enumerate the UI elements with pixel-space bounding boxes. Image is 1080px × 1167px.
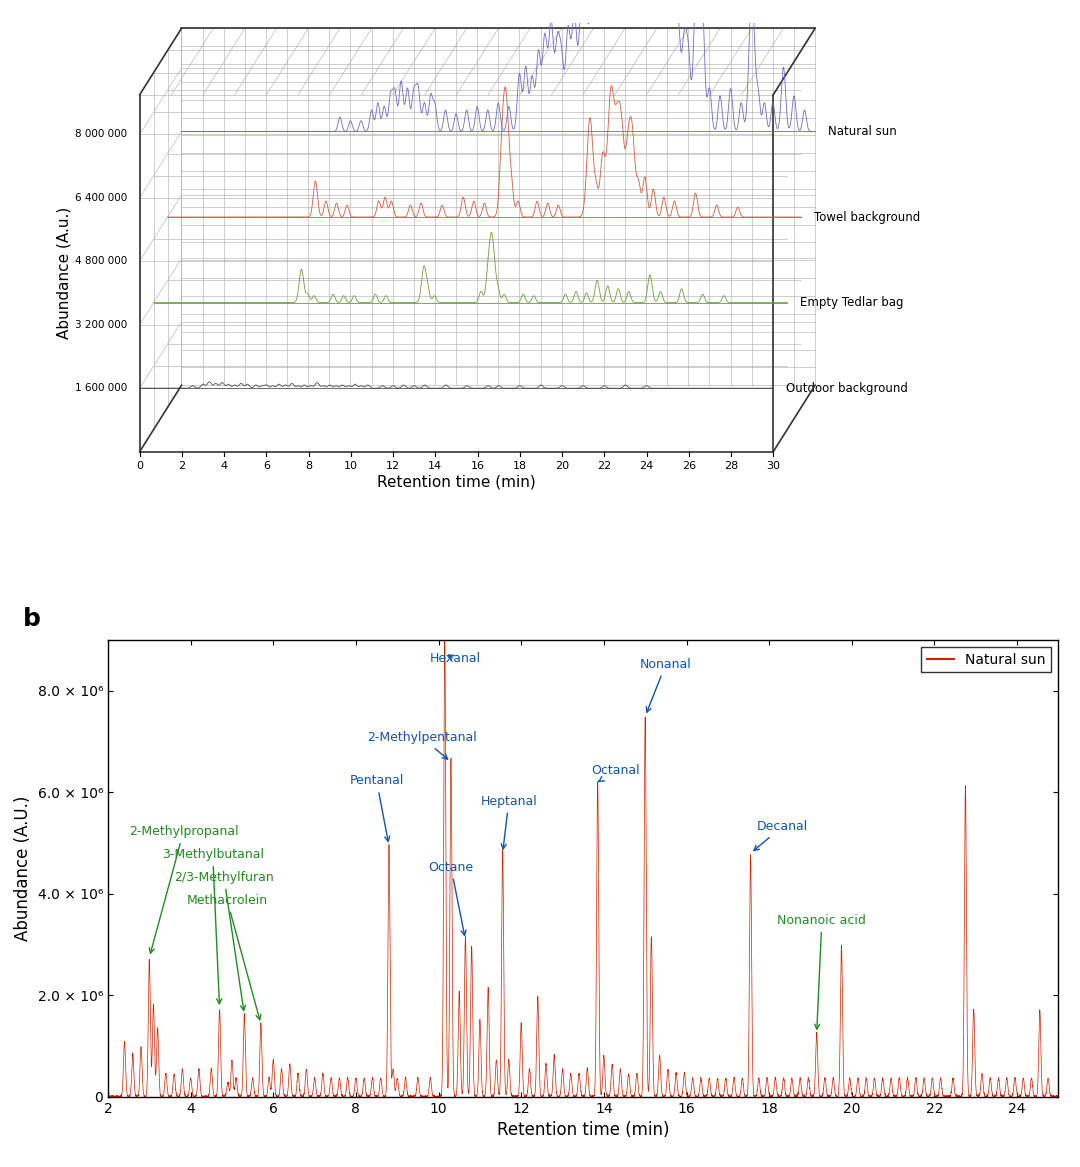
Text: 1 600 000: 1 600 000 bbox=[75, 383, 127, 393]
Text: Retention time (min): Retention time (min) bbox=[377, 475, 536, 490]
Text: Decanal: Decanal bbox=[754, 820, 808, 851]
Text: Octanal: Octanal bbox=[592, 764, 640, 782]
Text: 3-Methylbutanal: 3-Methylbutanal bbox=[162, 848, 264, 1004]
Text: Heptanal: Heptanal bbox=[481, 795, 537, 850]
Text: Outdoor background: Outdoor background bbox=[786, 382, 908, 394]
Text: Empty Tedlar bag: Empty Tedlar bag bbox=[800, 296, 903, 309]
Text: 2-Methylpentanal: 2-Methylpentanal bbox=[367, 732, 477, 760]
Text: 14: 14 bbox=[429, 461, 443, 470]
Text: Octane: Octane bbox=[429, 860, 473, 936]
Text: 8 000 000: 8 000 000 bbox=[75, 130, 127, 139]
Text: Natural sun: Natural sun bbox=[827, 125, 896, 138]
X-axis label: Retention time (min): Retention time (min) bbox=[497, 1121, 670, 1139]
Text: 2/3-Methylfuran: 2/3-Methylfuran bbox=[174, 871, 274, 1011]
Text: Hexanal: Hexanal bbox=[430, 652, 481, 665]
Text: Nonanal: Nonanal bbox=[640, 657, 691, 712]
Text: 16: 16 bbox=[471, 461, 485, 470]
Text: Methacrolein: Methacrolein bbox=[187, 894, 268, 1020]
Text: 12: 12 bbox=[386, 461, 401, 470]
Text: 3 200 000: 3 200 000 bbox=[75, 320, 127, 330]
Text: 10: 10 bbox=[343, 461, 357, 470]
Text: 2-Methylpropanal: 2-Methylpropanal bbox=[129, 825, 239, 953]
Legend: Natural sun: Natural sun bbox=[921, 647, 1052, 672]
Y-axis label: Abundance (A.U.): Abundance (A.U.) bbox=[14, 796, 32, 942]
Text: 26: 26 bbox=[681, 461, 696, 470]
Text: Towel background: Towel background bbox=[814, 210, 920, 224]
Text: 6: 6 bbox=[262, 461, 270, 470]
Text: 18: 18 bbox=[513, 461, 527, 470]
Text: Nonanoic acid: Nonanoic acid bbox=[778, 914, 866, 1029]
Text: Pentanal: Pentanal bbox=[350, 775, 404, 841]
Text: 0: 0 bbox=[136, 461, 144, 470]
Text: 4: 4 bbox=[220, 461, 228, 470]
Text: 20: 20 bbox=[555, 461, 569, 470]
Text: Abundance (A.u.): Abundance (A.u.) bbox=[56, 207, 71, 340]
Text: 6 400 000: 6 400 000 bbox=[75, 193, 127, 203]
Text: 2: 2 bbox=[178, 461, 186, 470]
Text: b: b bbox=[23, 607, 40, 631]
Text: 4 800 000: 4 800 000 bbox=[75, 257, 127, 266]
Text: 30: 30 bbox=[767, 461, 780, 470]
Text: 24: 24 bbox=[639, 461, 653, 470]
Text: 28: 28 bbox=[724, 461, 738, 470]
Text: 22: 22 bbox=[597, 461, 611, 470]
Text: 8: 8 bbox=[305, 461, 312, 470]
